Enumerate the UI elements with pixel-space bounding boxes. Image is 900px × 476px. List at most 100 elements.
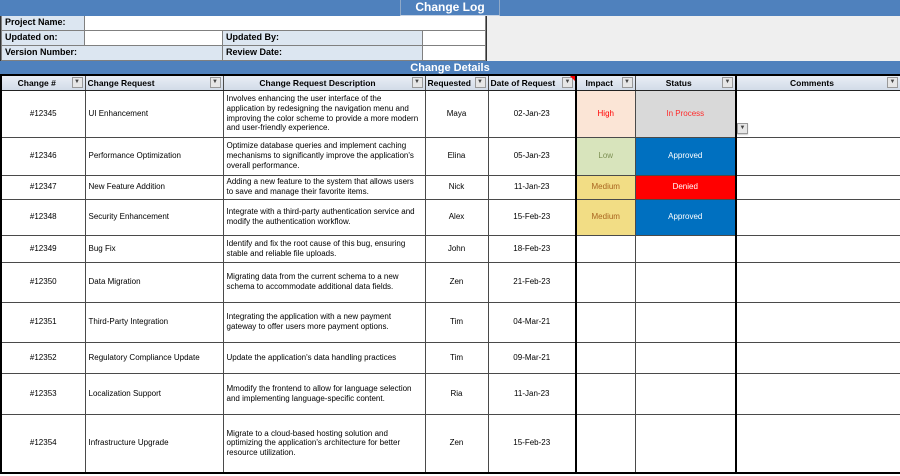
cell-comments[interactable] <box>735 234 900 263</box>
cell-date[interactable]: 05-Jan-23 <box>487 136 577 176</box>
filter-dropdown-icon[interactable]: ▼ <box>722 77 733 89</box>
cell-request[interactable]: Third-Party Integration <box>84 301 224 343</box>
cell-comments[interactable] <box>735 174 900 200</box>
version-row: Version Number: Review Date: <box>1 46 486 61</box>
cell-requested[interactable]: John <box>424 234 489 263</box>
cell-comments[interactable] <box>735 413 900 474</box>
filter-dropdown-icon[interactable]: ▼ <box>209 77 221 89</box>
cell-request[interactable]: New Feature Addition <box>84 174 224 200</box>
filter-dropdown-icon[interactable]: ▼ <box>621 77 633 89</box>
cell-impact[interactable] <box>575 234 636 263</box>
cell-change[interactable]: #12353 <box>0 372 86 415</box>
cell-request[interactable]: Performance Optimization <box>84 136 224 176</box>
project-name-field[interactable] <box>85 16 486 31</box>
cell-date[interactable]: 21-Feb-23 <box>487 261 577 303</box>
cell-request[interactable]: Security Enhancement <box>84 198 224 236</box>
filter-dropdown-icon[interactable]: ▼ <box>474 77 486 89</box>
cell-change[interactable]: #12347 <box>0 174 86 200</box>
cell-status[interactable] <box>634 372 737 415</box>
cell-desc[interactable]: Optimize database queries and implement … <box>222 136 426 176</box>
cell-desc[interactable]: Mmodify the frontend to allow for langua… <box>222 372 426 415</box>
cell-comments[interactable] <box>735 89 900 138</box>
cell-status[interactable]: Approved <box>634 136 737 176</box>
cell-status[interactable] <box>634 234 737 263</box>
cell-desc[interactable]: Adding a new feature to the system that … <box>222 174 426 200</box>
column-header-status: Status ▼ <box>634 74 737 91</box>
cell-status[interactable]: In Process <box>634 89 737 138</box>
column-header-comments: Comments ▼ <box>735 74 900 91</box>
updated-by-field[interactable] <box>423 31 486 46</box>
cell-request[interactable]: Data Migration <box>84 261 224 303</box>
cell-change[interactable]: #12345 <box>0 89 86 138</box>
cell-request[interactable]: Bug Fix <box>84 234 224 263</box>
cell-status[interactable] <box>634 341 737 374</box>
cell-desc[interactable]: Migrate to a cloud-based hosting solutio… <box>222 413 426 474</box>
cell-requested[interactable]: Nick <box>424 174 489 200</box>
cell-requested[interactable]: Zen <box>424 413 489 474</box>
filter-dropdown-icon[interactable]: ▼ <box>562 77 573 89</box>
cell-request[interactable]: UI Enhancement <box>84 89 224 138</box>
cell-date[interactable]: 04-Mar-21 <box>487 301 577 343</box>
cell-requested[interactable]: Ria <box>424 372 489 415</box>
cell-date[interactable]: 09-Mar-21 <box>487 341 577 374</box>
cell-date[interactable]: 15-Feb-23 <box>487 198 577 236</box>
cell-date[interactable]: 18-Feb-23 <box>487 234 577 263</box>
cell-change[interactable]: #12348 <box>0 198 86 236</box>
cell-requested[interactable]: Tim <box>424 341 489 374</box>
cell-desc[interactable]: Identify and fix the root cause of this … <box>222 234 426 263</box>
cell-date[interactable]: 11-Jan-23 <box>487 174 577 200</box>
updated-row: Updated on: Updated By: <box>1 31 486 46</box>
cell-desc[interactable]: Migrating data from the current schema t… <box>222 261 426 303</box>
cell-requested[interactable]: Elina <box>424 136 489 176</box>
updated-on-field[interactable] <box>85 31 223 46</box>
cell-status[interactable] <box>634 413 737 474</box>
cell-comments[interactable] <box>735 372 900 415</box>
cell-change[interactable]: #12349 <box>0 234 86 263</box>
cell-comments[interactable] <box>735 301 900 343</box>
cell-status[interactable]: Denied <box>634 174 737 200</box>
cell-impact[interactable]: Medium <box>575 198 636 236</box>
cell-impact[interactable]: High <box>575 89 636 138</box>
cell-impact[interactable] <box>575 372 636 415</box>
cell-requested[interactable]: Alex <box>424 198 489 236</box>
filter-dropdown-icon[interactable]: ▼ <box>71 77 83 89</box>
cell-impact[interactable] <box>575 413 636 474</box>
cell-status[interactable]: Approved <box>634 198 737 236</box>
cell-date[interactable]: 02-Jan-23 <box>487 89 577 138</box>
review-date-field[interactable] <box>423 46 486 61</box>
cell-desc[interactable]: Involves enhancing the user interface of… <box>222 89 426 138</box>
cell-request[interactable]: Localization Support <box>84 372 224 415</box>
cell-change[interactable]: #12350 <box>0 261 86 303</box>
cell-requested[interactable]: Zen <box>424 261 489 303</box>
cell-desc[interactable]: Integrating the application with a new p… <box>222 301 426 343</box>
cell-impact[interactable] <box>575 341 636 374</box>
table-row: #12349 Bug Fix Identify and fix the root c… <box>0 234 900 263</box>
cell-requested[interactable]: Tim <box>424 301 489 343</box>
cell-validation-dropdown-icon[interactable]: ▼ <box>737 123 748 134</box>
cell-change[interactable]: #12346 <box>0 136 86 176</box>
cell-date[interactable]: 11-Jan-23 <box>487 372 577 415</box>
cell-request[interactable]: Infrastructure Upgrade <box>84 413 224 474</box>
cell-status[interactable] <box>634 301 737 343</box>
cell-status[interactable] <box>634 261 737 303</box>
filter-dropdown-icon[interactable]: ▼ <box>411 77 423 89</box>
filter-dropdown-icon[interactable]: ▼ <box>887 77 898 89</box>
cell-comments[interactable] <box>735 261 900 303</box>
cell-change[interactable]: #12354 <box>0 413 86 474</box>
cell-impact[interactable] <box>575 301 636 343</box>
column-header-impact: Impact ▼ <box>575 74 636 91</box>
cell-change[interactable]: #12352 <box>0 341 86 374</box>
cell-desc[interactable]: Integrate with a third-party authenticat… <box>222 198 426 236</box>
cell-requested[interactable]: Maya <box>424 89 489 138</box>
cell-comments[interactable] <box>735 198 900 236</box>
cell-impact[interactable]: Low <box>575 136 636 176</box>
cell-impact[interactable] <box>575 261 636 303</box>
cell-comments[interactable] <box>735 341 900 374</box>
cell-change[interactable]: #12351 <box>0 301 86 343</box>
cell-date[interactable]: 15-Feb-23 <box>487 413 577 474</box>
cell-desc[interactable]: Update the application's data handling p… <box>222 341 426 374</box>
cell-comments[interactable] <box>735 136 900 176</box>
cell-request[interactable]: Regulatory Compliance Update <box>84 341 224 374</box>
cell-impact[interactable]: Medium <box>575 174 636 200</box>
